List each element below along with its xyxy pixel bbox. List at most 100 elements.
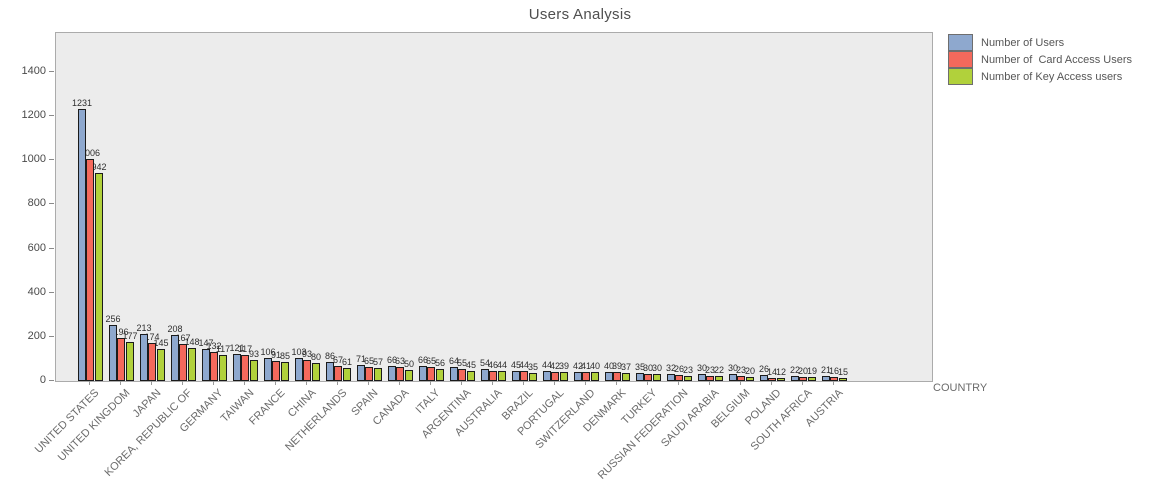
bar [295,358,303,381]
y-tick-label: 200 [27,329,46,342]
category-tick-mark [678,381,679,385]
bar-value-label: 23 [704,365,716,375]
bar [706,376,714,381]
bar [109,325,117,381]
bar-value-label: 256 [105,314,121,324]
category-tick-mark [523,381,524,385]
y-tick-mark [49,335,54,337]
bar [157,349,165,381]
category-tick-mark [306,381,307,385]
bar-value-label: 174 [144,332,160,342]
bar [839,378,847,381]
y-tick-mark [49,247,54,249]
category-tick-mark [244,381,245,385]
legend-label-card-access: Number of Card Access Users [981,53,1132,66]
bar [591,372,599,381]
bar [467,371,475,381]
bar [427,367,435,381]
bar [760,375,768,381]
category-tick-mark [554,381,555,385]
legend-label-users: Number of Users [981,36,1065,49]
bar-value-label: 23 [735,365,747,375]
legend-swatch-card-access-icon [948,51,973,68]
bar [529,373,537,381]
bar [357,365,365,381]
bar [822,376,830,381]
bar-value-label: 42 [572,361,584,371]
category-tick-mark [368,381,369,385]
bar-value-label: 117 [215,344,231,354]
bar-value-label: 16 [828,366,840,376]
bar-value-label: 44 [496,360,508,370]
bar-value-label: 65 [425,356,437,366]
bar [388,366,396,381]
bar [250,360,258,381]
legend-item-card-access: Number of Card Access Users [948,51,1132,68]
y-tick-label: 0 [39,374,46,386]
bar [458,369,466,381]
bar-value-label: 35 [634,362,646,372]
category-tick-mark [275,381,276,385]
y-tick-label: 600 [27,241,46,254]
category-tick-mark [492,381,493,385]
bar [489,371,497,381]
bar-value-label: 177 [122,331,138,341]
bar-value-label: 117 [237,344,253,354]
bar-value-label: 66 [417,355,429,365]
bar [791,376,799,381]
bar [312,363,320,381]
bar-value-label: 26 [673,364,685,374]
y-tick-mark [49,203,54,205]
legend-swatch-users-icon [948,34,973,51]
bar-value-label: 145 [153,338,169,348]
bar [622,373,630,381]
bar [171,335,179,381]
bar-value-label: 30 [651,363,663,373]
bar-value-label: 39 [558,361,570,371]
x-axis-category-label: ITALY [413,387,443,416]
bar [396,367,404,381]
bar-value-label: 23 [682,365,694,375]
bar [117,338,125,381]
bar-value-label: 86 [324,351,336,361]
bar-value-label: 61 [341,357,353,367]
bar [140,334,148,381]
bar-value-label: 19 [806,366,818,376]
bar [551,372,559,381]
bar [219,355,227,381]
bar [202,349,210,381]
bar [233,354,241,381]
bar [715,376,723,381]
bar-value-label: 14 [766,367,778,377]
bar [830,377,838,381]
bar-value-label: 50 [403,359,415,369]
y-tick-mark [49,71,54,73]
bar [86,159,94,381]
y-tick-label: 1200 [21,109,46,122]
bar-value-label: 44 [518,360,530,370]
y-tick-mark [49,159,54,161]
bar-value-label: 213 [136,323,152,333]
category-tick-mark [709,381,710,385]
bar [737,376,745,381]
bar-value-label: 63 [394,356,406,366]
bar-value-label: 80 [310,352,322,362]
bar-value-label: 22 [713,365,725,375]
bar-value-label: 37 [620,362,632,372]
bar [179,344,187,381]
bar [326,362,334,381]
bar [281,362,289,381]
bar [746,377,754,381]
bar [188,348,196,381]
bar [560,372,568,381]
category-tick-mark [802,381,803,385]
bar-value-label: 26 [758,364,770,374]
category-tick-mark [616,381,617,385]
legend-item-key-access: Number of Key Access users [948,68,1132,85]
bar-value-label: 35 [527,362,539,372]
bar-value-label: 32 [665,363,677,373]
bar [605,372,613,381]
bar [684,376,692,381]
category-tick-mark [213,381,214,385]
bar-value-label: 54 [479,358,491,368]
